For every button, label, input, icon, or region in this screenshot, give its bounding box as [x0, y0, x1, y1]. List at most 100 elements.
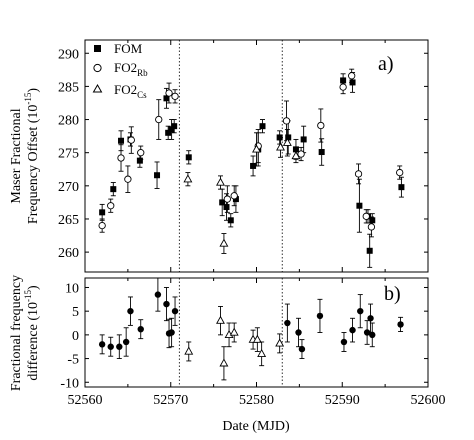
marker-filled-square: [99, 209, 106, 216]
data-point: [363, 320, 371, 345]
marker-filled-circle: [316, 312, 324, 320]
data-point: [154, 161, 161, 189]
marker-open-circle: [348, 72, 356, 80]
data-point: [229, 322, 239, 343]
marker-open-triangle: [257, 348, 267, 357]
y-tick-label: 0: [72, 329, 79, 344]
marker-filled-circle: [154, 291, 162, 298]
marker-filled-square: [398, 184, 405, 191]
data-point: [224, 322, 234, 348]
data-point: [369, 322, 376, 348]
marker-open-circle: [107, 202, 115, 210]
marker-filled-square: [318, 149, 325, 156]
marker-filled-circle: [363, 329, 371, 336]
panel-a: 260 265 270 275 280 285 290 a) FOM FO2Rb FO2Cs…: [9, 39, 429, 273]
data-point: [396, 165, 404, 180]
data-point: [116, 334, 123, 360]
x-tick-label: 52600: [411, 393, 446, 408]
y-tick-label: 260: [58, 246, 79, 261]
data-point: [397, 316, 404, 333]
marker-open-circle: [362, 212, 370, 220]
marker-open-circle: [230, 192, 238, 200]
marker-filled-circle: [122, 338, 130, 346]
marker-open-circle: [339, 83, 347, 91]
marker-filled-circle: [369, 331, 376, 339]
data-point: [356, 178, 363, 233]
data-point: [216, 175, 225, 190]
marker-filled-square: [285, 134, 292, 141]
marker-open-circle: [127, 136, 135, 144]
marker-filled-circle: [397, 321, 404, 328]
data-point: [275, 333, 285, 354]
data-point: [349, 317, 356, 343]
data-point: [357, 294, 364, 329]
marker-filled-circle: [295, 329, 302, 336]
data-point: [122, 327, 130, 357]
marker-open-triangle: [183, 174, 193, 183]
marker-filled-square: [118, 137, 125, 144]
data-point: [184, 341, 194, 362]
marker-filled-square: [110, 186, 117, 193]
y-tick-label: 265: [58, 213, 79, 228]
data-point: [398, 176, 405, 198]
marker-open-circle: [171, 92, 179, 100]
panel-b-data-points: [98, 277, 404, 381]
marker-open-circle: [297, 150, 305, 158]
data-point: [168, 119, 175, 140]
marker-open-circle: [396, 168, 404, 177]
legend-text-fo2rb: FO2Rb: [114, 60, 148, 78]
marker-open-circle: [137, 149, 145, 157]
data-point: [227, 213, 234, 228]
marker-filled-square: [154, 172, 161, 179]
data-point: [259, 119, 266, 134]
data-point: [107, 336, 114, 357]
marker-open-triangle: [252, 144, 261, 153]
marker-filled-circle: [340, 338, 348, 346]
data-point: [168, 317, 175, 348]
data-point: [155, 99, 163, 140]
x-tick-label: 52590: [325, 393, 360, 408]
y-tick-label: -10: [60, 376, 79, 391]
marker-open-circle: [367, 223, 376, 231]
data-point: [297, 146, 305, 162]
marker-filled-circle: [116, 343, 123, 350]
data-point: [348, 68, 356, 83]
data-point: [223, 185, 231, 213]
y-tick-label: 270: [58, 180, 79, 195]
data-point: [183, 172, 193, 187]
panel-b: -10 -5 0 5 10 52560 52570 52580 52590 52600 b) F…: [9, 275, 446, 434]
data-point: [339, 79, 347, 95]
data-point: [219, 346, 229, 381]
data-point: [291, 148, 301, 164]
data-point: [171, 89, 179, 104]
data-point: [163, 287, 170, 322]
marker-filled-circle: [367, 315, 374, 322]
legend-entry-fo2cs: FO2Cs: [92, 82, 147, 100]
marker-filled-square: [232, 196, 239, 203]
data-point: [318, 138, 325, 166]
legend: FOM FO2Rb FO2Cs: [92, 41, 148, 100]
panel-b-y-ticks: -10 -5 0 5 10: [60, 281, 428, 391]
panel-b-divider-lines: [178, 278, 283, 387]
marker-filled-square: [165, 129, 172, 136]
marker-filled-square: [227, 217, 234, 224]
marker-open-triangle: [229, 327, 239, 336]
y-tick-label: -5: [67, 353, 79, 368]
data-point: [252, 132, 261, 167]
marker-filled-square: [259, 123, 266, 130]
marker-filled-square: [219, 199, 226, 206]
marker-open-circle: [223, 195, 231, 203]
marker-filled-circle: [298, 345, 306, 353]
marker-filled-circle: [168, 329, 175, 336]
marker-filled-square: [366, 247, 373, 254]
marker-open-triangle: [219, 358, 229, 367]
data-point: [137, 145, 145, 160]
y-tick-label: 275: [58, 147, 79, 162]
data-point: [295, 317, 302, 348]
marker-open-circle: [155, 115, 163, 124]
y-tick-label: 285: [58, 80, 79, 95]
data-point: [317, 108, 325, 143]
marker-filled-square: [136, 157, 143, 164]
legend-entry-fo2rb: FO2Rb: [93, 60, 148, 78]
